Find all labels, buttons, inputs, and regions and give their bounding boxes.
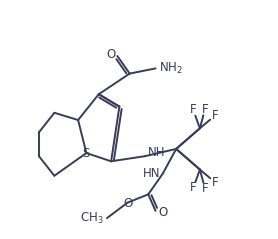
Text: CH$_3$: CH$_3$ [80, 211, 104, 226]
Text: F: F [190, 103, 197, 116]
Text: NH: NH [148, 146, 166, 159]
Text: NH$_2$: NH$_2$ [159, 61, 182, 76]
Text: F: F [212, 176, 218, 189]
Text: F: F [212, 109, 218, 122]
Text: O: O [106, 48, 115, 61]
Text: F: F [202, 182, 208, 195]
Text: F: F [190, 181, 197, 195]
Text: O: O [123, 197, 132, 210]
Text: F: F [202, 103, 208, 116]
Text: HN: HN [143, 167, 161, 180]
Text: O: O [159, 206, 168, 219]
Text: S: S [83, 147, 90, 160]
